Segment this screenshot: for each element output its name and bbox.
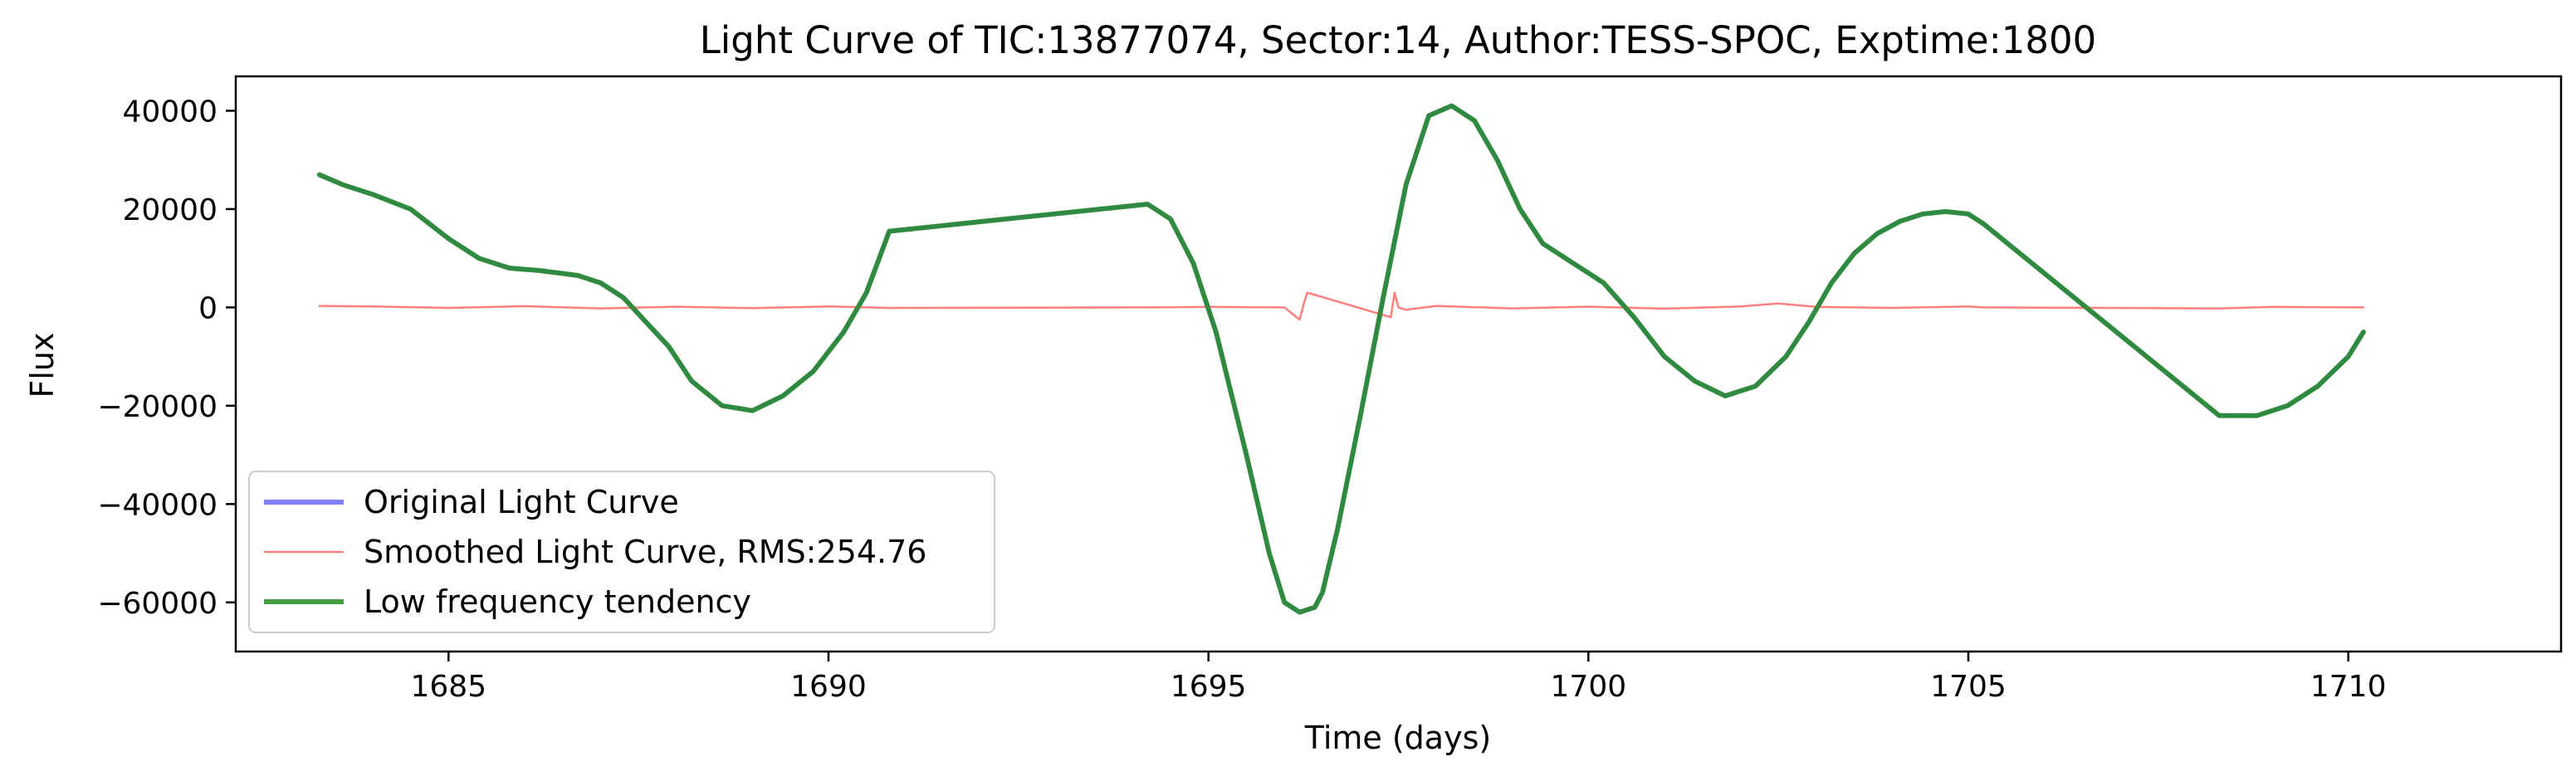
legend-label-low-frequency: Low frequency tendency [364, 583, 751, 620]
y-tick-label: 40000 [122, 95, 218, 129]
x-axis-label: Time (days) [1304, 720, 1491, 756]
chart-title: Light Curve of TIC:13877074, Sector:14, … [700, 18, 2097, 62]
series-layer [316, 103, 2366, 615]
y-tick-label: −60000 [97, 587, 218, 621]
legend-label-smoothed: Smoothed Light Curve, RMS:254.76 [364, 534, 926, 570]
y-axis-label: Flux [24, 333, 61, 398]
x-tick-label: 1710 [2310, 670, 2387, 704]
axis-ticks: 1685 1690 1695 1700 1705 1710 −60000 −40000 −200… [97, 95, 2386, 704]
y-tick-label: 20000 [122, 193, 218, 227]
plot-frame [234, 75, 2563, 653]
legend-label-original: Original Light Curve [364, 484, 679, 520]
y-tick-label: −40000 [97, 488, 218, 522]
y-tick-label: 0 [198, 291, 218, 325]
x-tick-label: 1700 [1551, 670, 1627, 704]
x-tick-label: 1695 [1171, 670, 1247, 704]
series-smoothed-light-curve [318, 291, 2365, 321]
x-tick-label: 1705 [1930, 670, 2007, 704]
legend: Original Light Curve Smoothed Light Curv… [248, 471, 995, 633]
x-tick-label: 1685 [410, 670, 486, 704]
series-low-frequency-tendency [316, 103, 2366, 615]
x-tick-label: 1690 [790, 670, 867, 704]
y-tick-label: −20000 [97, 390, 218, 424]
legend-box [248, 471, 995, 633]
